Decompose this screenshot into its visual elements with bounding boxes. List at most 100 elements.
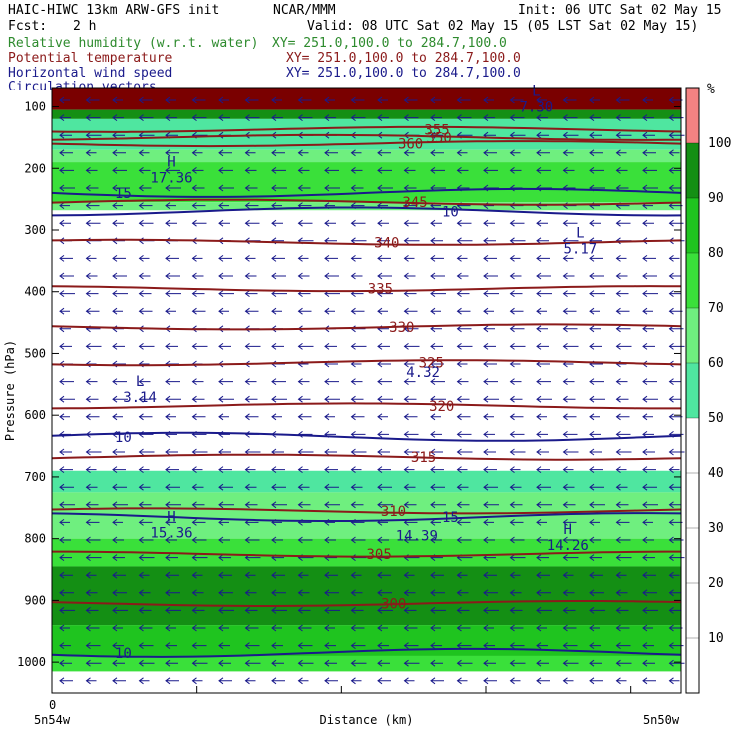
vector-arrow (456, 114, 472, 121)
vector-arrow (403, 659, 420, 667)
theta-line-305 (52, 550, 681, 558)
vector-arrow (562, 96, 577, 104)
vector-arrow (271, 255, 285, 262)
vector-arrow (377, 589, 392, 597)
vector-arrow (59, 642, 71, 649)
vector-arrow (430, 237, 443, 245)
vector-arrow (297, 642, 313, 649)
y-tick-label-600: 600 (24, 408, 46, 422)
vector-arrow (668, 519, 683, 526)
vector-arrow (350, 343, 367, 350)
wind-line-2 (51, 431, 682, 442)
vector-arrow (191, 255, 203, 262)
vector-arrow (536, 571, 550, 579)
vector-arrow (589, 290, 605, 297)
vector-arrow (562, 659, 579, 667)
vector-arrow (456, 589, 469, 597)
vector-arrow (668, 149, 680, 157)
vector-arrow (589, 536, 601, 544)
vector-arrow (536, 290, 552, 297)
vector-arrow (59, 307, 70, 315)
vector-arrow (85, 395, 99, 403)
vector-arrow (642, 677, 656, 685)
circulation-vectors (59, 96, 685, 685)
vector-arrow (668, 466, 680, 473)
vector-arrow (483, 642, 495, 649)
vector-arrow (562, 343, 579, 350)
vector-arrow (615, 114, 631, 121)
vector-arrow (350, 219, 366, 227)
vector-arrow (85, 202, 100, 209)
vector-arrow (668, 272, 681, 280)
rh-band-0 (52, 88, 681, 110)
vector-arrow (59, 378, 74, 385)
vector-arrow (668, 395, 682, 403)
vector-arrow (562, 272, 575, 280)
vector-arrow (509, 413, 524, 421)
vector-arrow (456, 378, 469, 385)
y-tick-label-1000: 1000 (17, 655, 46, 669)
wind-label-2: 10 (115, 430, 132, 446)
vector-arrow (509, 589, 522, 597)
vector-arrow (85, 255, 97, 262)
vector-arrow (244, 536, 260, 544)
vector-arrow (456, 167, 469, 174)
colorbar-label-50: 50 (708, 411, 724, 426)
field-wind-xy: XY= 251.0,100.0 to 284.7,100.0 (286, 66, 521, 81)
vector-arrow (324, 307, 335, 315)
vector-arrow (85, 96, 100, 104)
vector-arrow (668, 483, 681, 491)
vector-arrow (218, 677, 232, 685)
extremum-value-2: 5.17 (564, 242, 598, 258)
vector-arrow (297, 659, 314, 667)
vector-arrow (562, 501, 576, 509)
vector-arrow (324, 536, 336, 544)
vector-arrow (483, 290, 499, 297)
vector-arrow (483, 325, 495, 333)
vector-arrow (642, 325, 654, 333)
vector-arrow (218, 184, 234, 192)
vector-arrow (271, 395, 287, 403)
vector-arrow (244, 343, 261, 350)
vector-arrow (191, 184, 205, 192)
vector-arrow (589, 343, 602, 350)
theta-label-330: 330 (389, 320, 414, 336)
vector-arrow (138, 536, 154, 544)
vector-arrow (509, 483, 522, 491)
vector-arrow (85, 448, 102, 456)
vector-arrow (297, 413, 312, 421)
vector-arrow (112, 554, 125, 561)
vector-arrow (562, 642, 578, 649)
vector-arrow (138, 413, 153, 421)
field-theta-xy: XY= 251.0,100.0 to 284.7,100.0 (286, 51, 521, 66)
vector-arrow (536, 536, 548, 544)
vector-arrow (59, 184, 75, 192)
vector-arrow (642, 184, 658, 192)
vector-arrow (165, 589, 180, 597)
vector-arrow (165, 659, 178, 667)
vector-arrow (483, 659, 496, 667)
y-axis-label: Pressure (hPa) (3, 340, 17, 441)
vector-arrow (191, 149, 203, 157)
vector-arrow (456, 360, 468, 368)
vector-arrow (165, 624, 176, 632)
vector-arrow (112, 607, 128, 614)
vector-arrow (138, 642, 154, 649)
vector-arrow (589, 589, 604, 597)
vector-arrow (589, 131, 602, 139)
vector-arrow (297, 378, 310, 385)
vector-arrow (218, 202, 229, 209)
vector-arrow (509, 519, 524, 526)
vector-arrow (642, 307, 653, 315)
vector-arrow (509, 571, 521, 579)
vector-arrow (297, 114, 313, 121)
vector-arrow (350, 237, 367, 245)
vector-arrow (191, 96, 206, 104)
vector-arrow (403, 114, 419, 121)
vector-arrow (509, 272, 522, 280)
vector-arrow (165, 96, 176, 104)
vector-arrow (642, 378, 657, 385)
y-tick-label-900: 900 (24, 593, 46, 607)
vector-arrow (536, 219, 548, 227)
vector-arrow (112, 624, 123, 632)
